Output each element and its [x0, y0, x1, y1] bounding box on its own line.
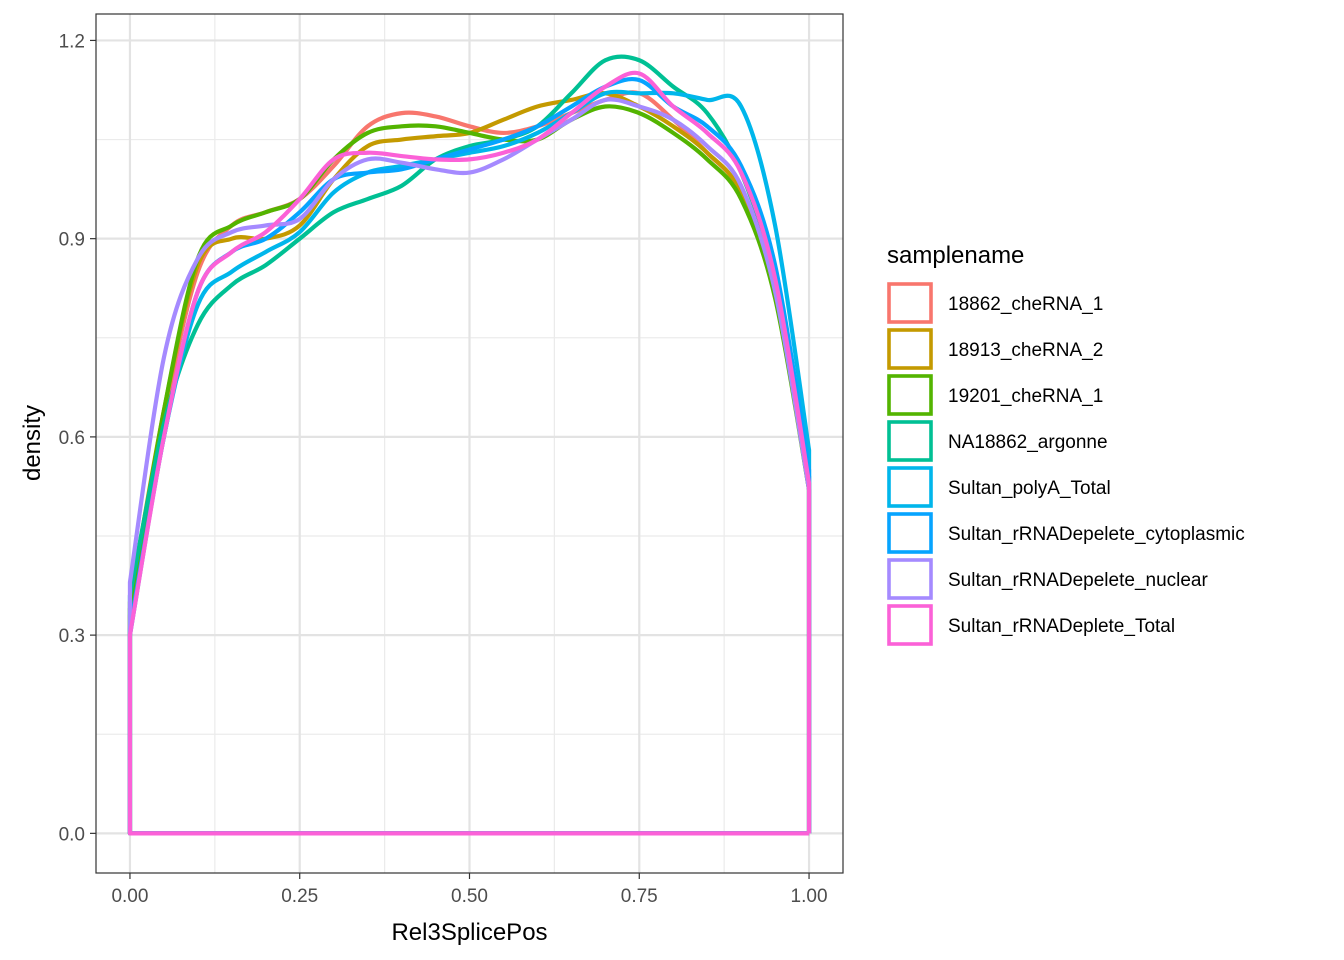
y-tick-label: 1.2 [59, 31, 85, 52]
series-line-7 [127, 97, 812, 836]
x-tick-label: 1.00 [791, 886, 828, 907]
y-tick-label: 0.6 [59, 428, 85, 449]
series-line-4 [127, 54, 812, 836]
legend: samplename 18862_cheRNA_1 18913_cheRNA_2 1… [887, 242, 1245, 646]
y-axis: 0.0 0.3 0.6 0.9 1.2 [59, 31, 96, 845]
x-tick-label: 0.75 [621, 886, 658, 907]
x-tick-label: 0.00 [111, 886, 148, 907]
legend-key-7 [887, 558, 933, 600]
legend-key-3 [887, 374, 933, 416]
y-tick-label: 0.9 [59, 230, 85, 251]
x-axis: 0.00 0.25 0.50 0.75 1.00 [111, 873, 828, 907]
x-tick-label: 0.50 [451, 886, 488, 907]
legend-label-7: Sultan_rRNADepelete_nuclear [948, 570, 1208, 591]
legend-label-8: Sultan_rRNADeplete_Total [948, 616, 1175, 637]
legend-label-1: 18862_cheRNA_1 [948, 294, 1103, 315]
y-tick-label: 0.3 [59, 626, 85, 647]
legend-title: samplename [887, 242, 1024, 269]
legend-key-4 [887, 420, 933, 462]
x-axis-title: Rel3SplicePos [391, 919, 547, 946]
x-tick-label: 0.25 [281, 886, 318, 907]
legend-label-6: Sultan_rRNADepelete_cytoplasmic [948, 524, 1245, 545]
legend-label-3: 19201_cheRNA_1 [948, 386, 1103, 407]
legend-key-6 [887, 512, 933, 554]
series-line-3 [127, 104, 812, 836]
legend-key-1 [887, 282, 933, 324]
legend-key-2 [887, 328, 933, 370]
y-axis-title: density [19, 405, 46, 481]
series-line-8 [127, 70, 812, 836]
legend-key-8 [887, 604, 933, 646]
legend-label-5: Sultan_polyA_Total [948, 478, 1111, 499]
series-lines [127, 54, 812, 836]
y-tick-label: 0.0 [59, 824, 85, 845]
series-line-5 [127, 89, 812, 836]
legend-key-5 [887, 466, 933, 508]
legend-label-2: 18913_cheRNA_2 [948, 340, 1103, 361]
legend-label-4: NA18862_argonne [948, 432, 1108, 453]
